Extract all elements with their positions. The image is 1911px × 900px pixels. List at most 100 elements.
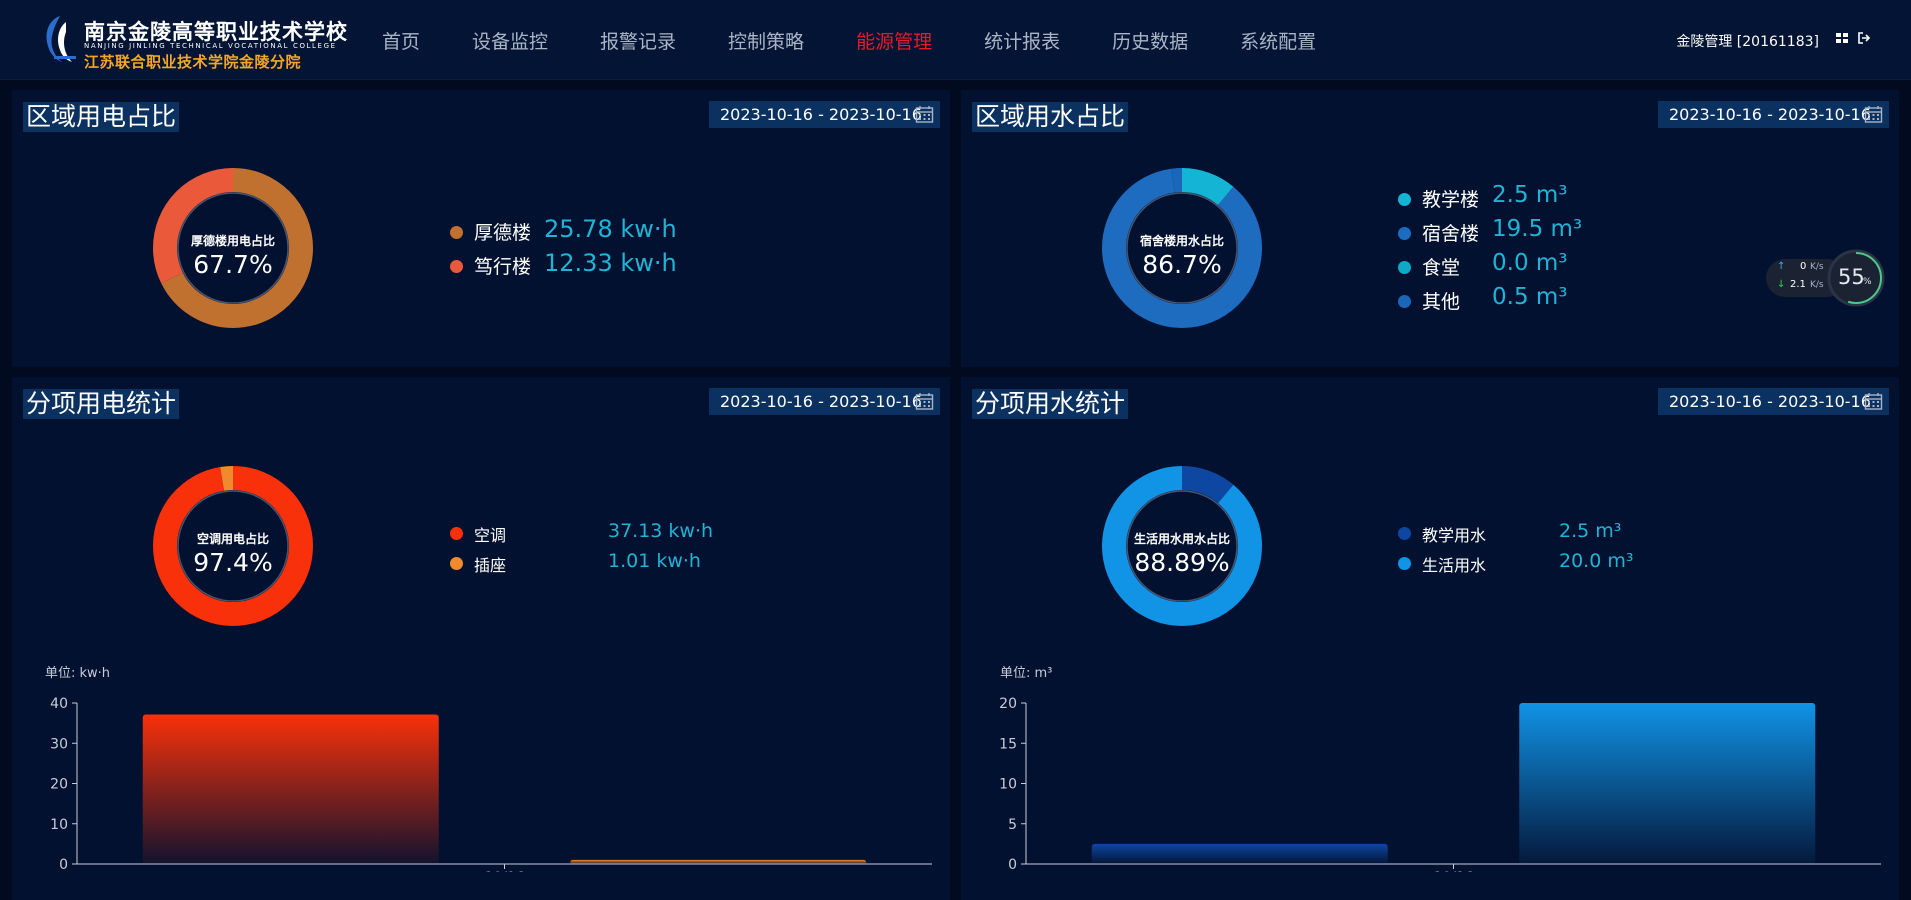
percent-ring [1827,249,1885,307]
donut-chart: 空调用电占比 97.4% [153,466,313,626]
date-range-picker[interactable]: 2023-10-16 - 2023-10-16 [709,388,940,415]
legend-dot [450,527,463,540]
donut-center-label: 空调用电占比 [196,532,269,546]
legend-value: 12.33 kw·h [544,249,677,277]
date-range-text: 2023-10-16 - 2023-10-16 [720,392,922,411]
legend-name: 教学楼 [1422,189,1480,211]
donut-center-label: 生活用水用水占比 [1133,532,1230,546]
legend-value: 2.5 m³ [1492,182,1568,208]
calendar-icon[interactable] [1864,392,1883,411]
bar[interactable] [142,714,439,864]
legend-name: 食堂 [1422,257,1461,279]
logo-name-en: NANJING JINLING TECHNICAL VOCATIONAL COL… [84,42,337,50]
donut-ring [153,466,313,626]
calendar-icon[interactable] [915,105,934,124]
donut-center-value: 88.89% [1134,548,1230,577]
legend-value: 37.13 kw·h [608,520,714,542]
date-range-picker[interactable]: 2023-10-16 - 2023-10-16 [709,101,940,128]
nav-control-strategy[interactable]: 控制策略 [728,30,805,53]
x-tick-label: 10/16 [484,870,524,872]
percent-value: 55 [1838,265,1865,289]
main-nav: 首页 设备监控 报警记录 控制策略 能源管理 统计报表 历史数据 系统配置 [356,0,1342,80]
legend-dot [450,557,463,570]
bar[interactable] [1091,843,1388,864]
y-tick-label: 20 [50,777,68,793]
donut-center-value: 97.4% [193,548,273,577]
panel-title: 区域用水占比 [972,102,1129,132]
legend-name: 生活用水 [1422,556,1487,575]
legend-value: 1.01 kw·h [608,550,701,572]
legend-name: 空调 [474,526,507,545]
donut-center-label: 厚德楼用电占比 [190,234,275,248]
donut-inner-circle [177,192,289,304]
legend-value: 19.5 m³ [1492,216,1583,242]
percent-ring-track [1827,249,1885,307]
nav-energy-management[interactable]: 能源管理 [856,30,933,53]
date-range-picker[interactable]: 2023-10-16 - 2023-10-16 [1658,388,1889,415]
donut-segment[interactable] [1102,168,1262,328]
donut-center-label: 宿舍楼用水占比 [1139,234,1224,248]
logout-icon[interactable] [1857,31,1871,45]
donut-inner-circle [1126,490,1238,602]
panel-elec-items: 分项用电统计 2023-10-16 - 2023-10-16 空调用电占比 97… [12,377,950,900]
bar[interactable] [1519,703,1816,864]
upload-arrow-icon: ↑ [1777,261,1786,272]
legend-name: 厚德楼 [474,222,532,244]
percent-ring-arc [1830,252,1882,304]
date-range-picker[interactable]: 2023-10-16 - 2023-10-16 [1658,101,1889,128]
y-tick-label: 10 [50,817,68,833]
y-tick-label: 5 [1008,817,1017,833]
donut-segment[interactable] [153,168,313,328]
logo-name-cn: 南京金陵高等职业技术学校 [84,19,348,44]
nav-home[interactable]: 首页 [382,30,421,53]
legend-value: 25.78 kw·h [544,215,677,243]
nav-history-data[interactable]: 历史数据 [1112,30,1189,53]
nav-statistics-report[interactable]: 统计报表 [984,30,1061,53]
legend-name: 插座 [474,556,507,575]
donut-ring [1102,466,1262,626]
date-range-text: 2023-10-16 - 2023-10-16 [1669,105,1871,124]
donut-chart: 生活用水用水占比 88.89% [1102,466,1262,626]
donut-segment[interactable] [1102,466,1262,626]
bar-chart: 0 10 20 30 40 10/16 [50,696,932,872]
donut-segment[interactable] [1102,168,1262,328]
y-tick-label: 40 [50,696,68,712]
legend-value: 0.0 m³ [1492,250,1568,276]
school-emblem-icon [46,16,76,62]
nav-alarm-records[interactable]: 报警记录 [600,30,677,53]
legend-dot [1398,557,1411,570]
nav-system-config[interactable]: 系统配置 [1240,30,1317,53]
date-range-text: 2023-10-16 - 2023-10-16 [720,105,922,124]
legend-dot [1398,527,1411,540]
legend-dot [1398,193,1411,206]
grid-icon[interactable] [1835,31,1849,45]
donut-chart: 宿舍楼用水占比 86.7% [1102,168,1262,328]
user-account[interactable]: 金陵管理 [20161183] [1676,34,1819,50]
donut-inner-circle [177,490,289,602]
panel-elec-ratio: 区域用电占比 2023-10-16 - 2023-10-16 厚德楼用电占比 6… [12,90,950,367]
legend-name: 宿舍楼 [1422,223,1480,245]
date-range-text: 2023-10-16 - 2023-10-16 [1669,392,1871,411]
network-speed-widget[interactable]: ↑ 0 K/s ↓ 2.1 K/s 55 % [1766,248,1886,308]
legend-name: 笃行楼 [474,256,532,278]
y-tick-label: 20 [999,696,1017,712]
nav-device-monitor[interactable]: 设备监控 [472,30,549,53]
calendar-icon[interactable] [915,392,934,411]
legend-dot [450,260,463,273]
legend-name: 教学用水 [1422,526,1487,545]
donut-inner-circle [1126,192,1238,304]
calendar-icon[interactable] [1864,105,1883,124]
school-logo[interactable]: 南京金陵高等职业技术学校 NANJING JINLING TECHNICAL V… [40,12,347,71]
panel-water-items: 分项用水统计 2023-10-16 - 2023-10-16 生活用水用水占比 … [961,377,1899,900]
bar[interactable] [570,859,867,864]
donut-center-value: 67.7% [193,250,273,279]
donut-ring [1102,168,1262,328]
donut-chart: 厚德楼用电占比 67.7% [153,168,313,328]
legend-dot [1398,227,1411,240]
upload-speed: 0 [1800,261,1807,272]
percent-unit: % [1863,277,1872,287]
upload-unit: K/s [1810,262,1824,272]
download-speed: 2.1 [1790,279,1806,290]
y-tick-label: 0 [1008,857,1017,872]
donut-segment[interactable] [153,466,313,626]
